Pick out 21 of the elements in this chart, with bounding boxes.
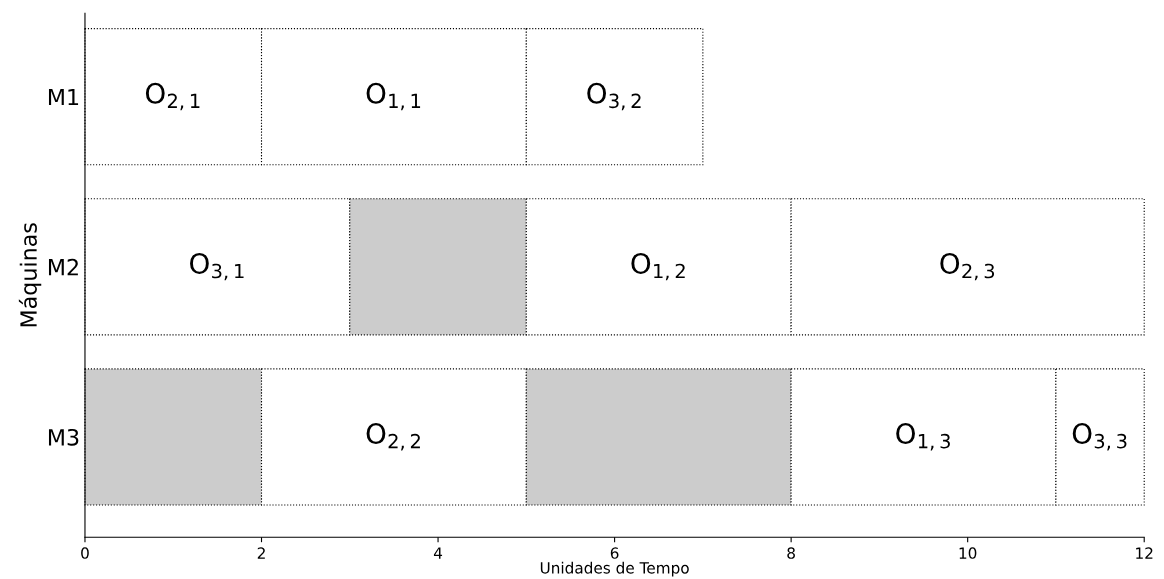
y-tick-label: M3: [48, 428, 79, 446]
x-tick-label: 2: [257, 547, 265, 559]
x-tick-label: 4: [433, 547, 443, 559]
x-axis-title: Unidades de Tempo: [540, 561, 689, 577]
x-tick-label: 0: [81, 547, 89, 559]
y-tick-label: M2: [48, 258, 78, 276]
annotation: O$_{2,1}$: [145, 82, 200, 111]
annotation: O$_{1,1}$: [366, 82, 421, 111]
y-axis-title: Máquinas: [18, 223, 42, 327]
x-tick-label: 8: [787, 547, 795, 559]
annotation: O$_{3,2}$: [587, 82, 641, 111]
annotation: O$_{3,3}$: [1072, 423, 1127, 451]
annotation: O$_{2,2}$: [366, 423, 420, 451]
x-tick-label: 12: [1136, 547, 1153, 559]
annotation: O$_{2,3}$: [940, 252, 995, 281]
annotation: O$_{1,2}$: [631, 252, 685, 281]
x-tick-label: 10: [959, 547, 977, 559]
y-tick-label: M1: [48, 88, 79, 106]
annotation: O$_{1,3}$: [896, 423, 950, 451]
annotation: O$_{3,1}$: [190, 252, 244, 281]
x-tick-label: 6: [610, 547, 619, 559]
